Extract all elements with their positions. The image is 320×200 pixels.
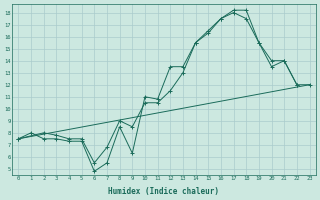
X-axis label: Humidex (Indice chaleur): Humidex (Indice chaleur) bbox=[108, 187, 220, 196]
